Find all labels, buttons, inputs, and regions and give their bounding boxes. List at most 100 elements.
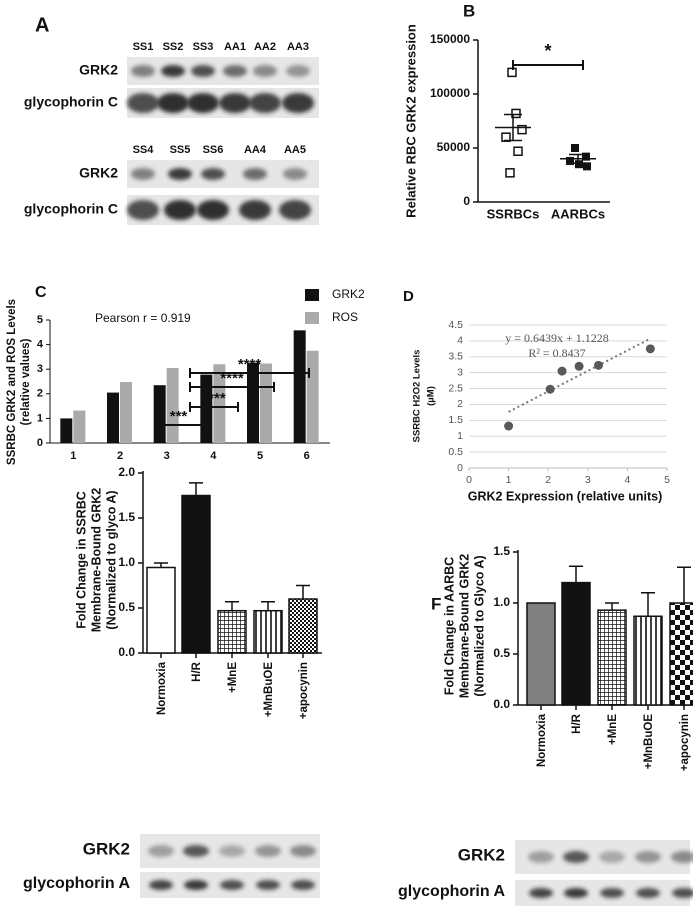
y-axis-label: Fold Change in AARBC: [442, 557, 456, 695]
y-tick-label: 1: [457, 430, 463, 442]
bar: [253, 609, 283, 654]
y-tick-label: 0.0: [118, 645, 135, 659]
y-tick-label: 1.0: [493, 595, 510, 609]
x-tick-label: SSRBCs: [487, 206, 540, 221]
x-tick-label: 4: [210, 450, 217, 462]
y-tick-label: 1.5: [118, 510, 135, 524]
blot-band: [127, 93, 159, 113]
significance-bar: [189, 382, 275, 392]
trendline: [508, 337, 651, 413]
bar: [120, 381, 132, 443]
data-point: [517, 124, 527, 135]
x-tick-label: +MnBuOE: [263, 662, 275, 718]
y-axis-label: (Normalized to glyco A): [104, 490, 118, 629]
blot-band: [286, 65, 310, 77]
blot-band: [223, 65, 247, 77]
x-tick-label: 2: [117, 450, 123, 462]
data-point: [511, 108, 521, 119]
panel-label: F: [431, 594, 441, 613]
x-tick-label: +apocynin: [679, 714, 691, 771]
blot-band: [201, 168, 225, 180]
data-point: [582, 152, 590, 161]
blot-band: [671, 851, 693, 863]
x-tick-label: 0: [466, 474, 472, 486]
y-tick-label: 100000: [430, 86, 470, 100]
y-tick-label: 2: [457, 398, 463, 410]
legend-swatch: [305, 312, 319, 324]
bar: [107, 392, 119, 443]
trendline-equation: y = 0.6439x + 1.1228: [505, 331, 609, 345]
lane-label: AA3: [287, 41, 309, 53]
blot-band: [127, 200, 159, 220]
x-tick-label: AARBCs: [551, 206, 605, 221]
legend-label: ROS: [332, 310, 358, 324]
x-tick-label: Normoxia: [156, 661, 168, 715]
blot-band: [243, 168, 267, 180]
error-bar: [641, 592, 655, 617]
bar: [633, 615, 663, 706]
legend-swatch: [305, 289, 319, 301]
blot-band: [635, 851, 661, 863]
lane-label: SS5: [170, 144, 191, 156]
y-tick-label: 3.5: [448, 351, 463, 363]
significance-label: ****: [202, 390, 226, 407]
y-axis-label: (relative values): [20, 338, 32, 425]
panel-label: C: [35, 284, 47, 301]
y-tick-label: 3: [37, 363, 43, 375]
blot-band: [529, 888, 553, 898]
blot-band: [599, 851, 625, 863]
panel-label: D: [403, 288, 414, 305]
blot-band: [253, 65, 277, 77]
significance-bar: [189, 402, 239, 412]
y-tick-label: 1: [37, 412, 43, 424]
bar: [217, 609, 247, 654]
blot-band: [563, 851, 589, 863]
blot-band: [131, 168, 155, 180]
significance-label: ***: [170, 408, 188, 425]
blot-band: [161, 65, 185, 77]
blot-band: [157, 93, 189, 113]
x-tick-label: 3: [164, 450, 170, 462]
blot-band: [183, 845, 209, 857]
y-tick-label: 2.5: [448, 382, 463, 394]
y-axis-label: (Normalized to Glyco A): [472, 555, 486, 696]
error-bar: [261, 600, 275, 611]
data-point: [545, 384, 555, 394]
bar: [260, 363, 272, 443]
y-tick-label: 50000: [437, 140, 471, 154]
y-tick-label: 0.5: [448, 446, 463, 458]
blot-band: [291, 880, 315, 890]
x-tick-label: H/R: [571, 713, 583, 734]
blot-row-label: glycophorin A: [23, 875, 130, 892]
y-tick-label: 0: [457, 462, 463, 474]
error-bar: [677, 566, 691, 603]
bar: [247, 362, 259, 443]
legend-label: GRK2: [332, 287, 365, 301]
blot-band: [149, 880, 173, 890]
bar: [561, 581, 591, 706]
x-tick-label: 3: [585, 474, 591, 486]
bar: [288, 598, 318, 654]
y-axis-label: Membrane-Bound GRK2: [89, 488, 103, 633]
x-tick-label: 1: [70, 450, 76, 462]
bar: [306, 350, 319, 443]
blot-row-label: glycophorin C: [24, 201, 118, 217]
y-tick-label: 4: [37, 339, 44, 351]
bar: [597, 609, 627, 706]
data-point: [574, 361, 584, 371]
blot-band: [148, 845, 174, 857]
blot-row-label: GRK2: [79, 62, 118, 78]
error-bar: [225, 600, 239, 611]
bar: [73, 410, 86, 443]
x-tick-label: 4: [624, 474, 630, 486]
blot-band: [600, 888, 624, 898]
blot-row-label: GRK2: [458, 845, 505, 864]
data-point: [593, 360, 603, 370]
blot-band: [636, 888, 660, 898]
blot-row-label: GRK2: [79, 165, 118, 181]
blot-band: [131, 65, 155, 77]
blot-band: [220, 880, 244, 890]
significance-bar: [154, 420, 203, 430]
lane-label: AA4: [244, 144, 267, 156]
